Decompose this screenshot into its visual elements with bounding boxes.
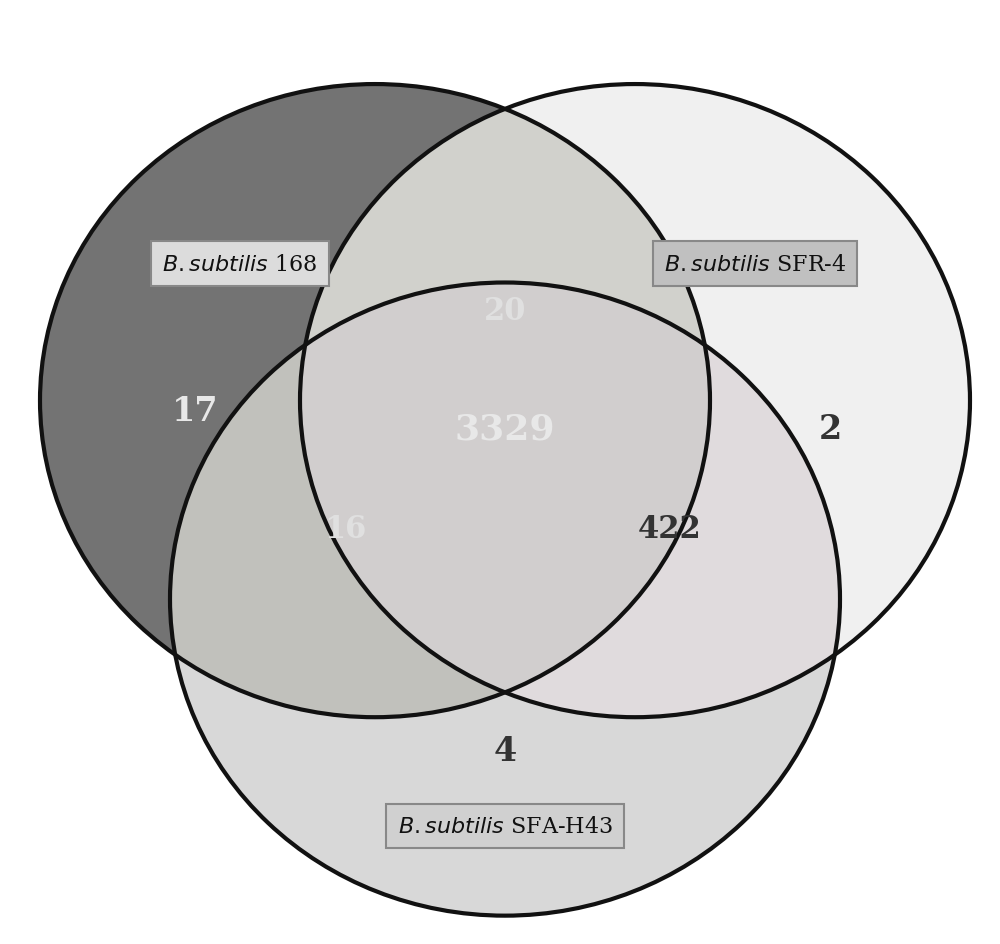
Text: 20: 20	[484, 296, 526, 327]
Text: 422: 422	[638, 514, 702, 544]
Text: 3329: 3329	[455, 413, 555, 447]
Text: $\mathit{B.subtilis}$ SFA-H43: $\mathit{B.subtilis}$ SFA-H43	[398, 815, 612, 837]
Text: 2: 2	[818, 413, 842, 446]
Text: $\mathit{B.subtilis}$ SFR-4: $\mathit{B.subtilis}$ SFR-4	[664, 253, 846, 276]
Text: 17: 17	[172, 395, 218, 427]
Text: 16: 16	[324, 514, 366, 544]
Text: 4: 4	[493, 734, 517, 767]
Text: $\mathit{B.subtilis}$ 168: $\mathit{B.subtilis}$ 168	[162, 253, 318, 276]
